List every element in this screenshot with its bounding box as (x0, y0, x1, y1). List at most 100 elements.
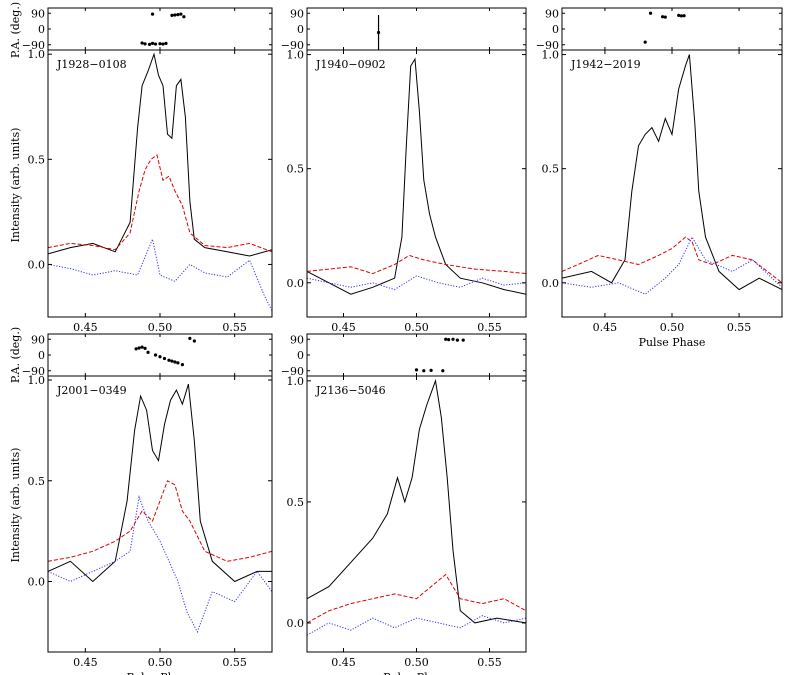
pa-point (461, 338, 465, 342)
pa-tick-label: 90 (290, 7, 304, 20)
pa-point (164, 41, 168, 45)
pa-point (422, 369, 426, 373)
pa-point (143, 346, 147, 350)
pa-point (170, 13, 174, 17)
panel-j1942-2019: 0.45 0.50 0.55 0.0 0.5 1.0−90 0 90 J1942−2019 Pul… (536, 7, 783, 349)
y-tick-label: 0.0 (28, 575, 46, 588)
x-tick-label: 0.55 (222, 321, 247, 334)
pulsar-name-label: J2001−0349 (56, 384, 127, 397)
pa-point (162, 356, 167, 361)
y-tick-label: 0.5 (28, 153, 46, 166)
pulsar-name-label: J1928−0108 (56, 58, 127, 71)
pa-point (451, 337, 455, 341)
pa-axis-label-top: P.A. (deg.) (9, 2, 22, 58)
pa-axes-frame (561, 7, 783, 51)
series-solid-line (48, 383, 272, 583)
pa-tick-label: 0 (38, 349, 45, 362)
pa-tick-label: −90 (536, 39, 559, 52)
pulsar-name-label: J1942−2019 (570, 58, 641, 71)
pa-tick-label: −90 (281, 39, 304, 52)
pa-point (180, 363, 184, 367)
x-tick-label: 0.45 (593, 321, 618, 334)
y-tick-label: 0.0 (28, 258, 46, 271)
pa-point (188, 336, 192, 340)
pa-point (150, 12, 155, 16)
pa-tick-label: 90 (290, 333, 304, 346)
pa-point (663, 15, 667, 19)
x-tick-label: 0.55 (477, 656, 502, 669)
y-tick-label: 0.0 (542, 277, 560, 290)
pulsar-name-label: J2136−5046 (315, 384, 386, 397)
pa-axes-frame (47, 333, 273, 377)
pa-point (429, 368, 433, 372)
pa-point (192, 339, 196, 343)
x-tick-label: 0.50 (148, 321, 173, 334)
x-tick-label: 0.55 (222, 656, 247, 669)
x-axis-label: Pulse Phase (639, 336, 706, 349)
intensity-axis-label-bottom: Intensity (arb. units) (9, 448, 22, 563)
y-tick-label: 0.5 (287, 163, 305, 176)
pa-point (661, 15, 665, 19)
x-tick-label: 0.50 (660, 321, 685, 334)
pa-point (176, 13, 180, 17)
intensity-axes-frame (47, 375, 273, 653)
pa-point (143, 42, 147, 46)
y-tick-label: 0.0 (287, 617, 305, 630)
series-solid-line (307, 378, 526, 624)
intensity-axes-frame (306, 49, 527, 318)
series-dotted-line (562, 236, 782, 295)
pa-tick-label: 0 (297, 23, 304, 36)
pa-point (682, 14, 686, 18)
pa-tick-label: −90 (22, 365, 45, 378)
intensity-axes-frame (561, 49, 783, 318)
pa-point (677, 13, 681, 17)
pa-point (170, 359, 174, 363)
x-tick-label: 0.55 (477, 321, 502, 334)
series-dotted-line (307, 615, 526, 636)
y-tick-label: 1.0 (542, 49, 560, 62)
y-tick-label: 0.5 (28, 475, 46, 488)
pa-point (643, 40, 647, 44)
pa-point (173, 13, 177, 17)
pa-tick-label: −90 (22, 39, 45, 52)
intensity-axis-label-top: Intensity (arb. units) (9, 128, 22, 243)
pa-axes-frame (306, 7, 527, 51)
y-tick-label: 0.0 (287, 277, 305, 290)
intensity-axes-frame (47, 49, 273, 318)
pa-point (376, 30, 381, 35)
pa-point (158, 42, 162, 46)
x-tick-label: 0.45 (331, 321, 356, 334)
series-solid-line (562, 54, 782, 291)
y-tick-label: 0.5 (542, 163, 560, 176)
panel-j1940-0902: 0.45 0.50 0.55 0.0 0.5 1.0−90 0 90 J1940−0902 (281, 7, 527, 334)
pa-tick-label: 90 (545, 7, 559, 20)
pa-tick-label: 0 (38, 23, 45, 36)
pa-point (140, 345, 144, 349)
pa-point (455, 338, 459, 342)
pa-tick-label: 90 (31, 7, 45, 20)
y-tick-label: 1.0 (28, 374, 46, 387)
pa-point (447, 338, 451, 342)
pa-point (414, 368, 419, 372)
x-tick-label: 0.50 (404, 656, 429, 669)
pa-tick-label: 0 (552, 23, 559, 36)
series-dashed-line (48, 480, 272, 562)
x-axis-label: Pulse Phase (127, 671, 194, 675)
pa-point (147, 42, 152, 47)
pa-point (161, 42, 165, 46)
series-dotted-line (307, 275, 526, 291)
pa-point (150, 41, 155, 45)
pa-point (153, 353, 158, 357)
x-tick-label: 0.45 (73, 321, 98, 334)
pa-point (179, 12, 183, 16)
pa-point (441, 369, 445, 373)
pa-point (153, 42, 158, 46)
pa-tick-label: −90 (281, 365, 304, 378)
series-dotted-line (48, 494, 272, 634)
y-tick-label: 1.0 (287, 375, 305, 388)
series-dashed-line (48, 154, 272, 253)
series-solid-line (48, 52, 272, 257)
pa-point (176, 361, 180, 365)
y-tick-label: 1.0 (28, 48, 46, 61)
